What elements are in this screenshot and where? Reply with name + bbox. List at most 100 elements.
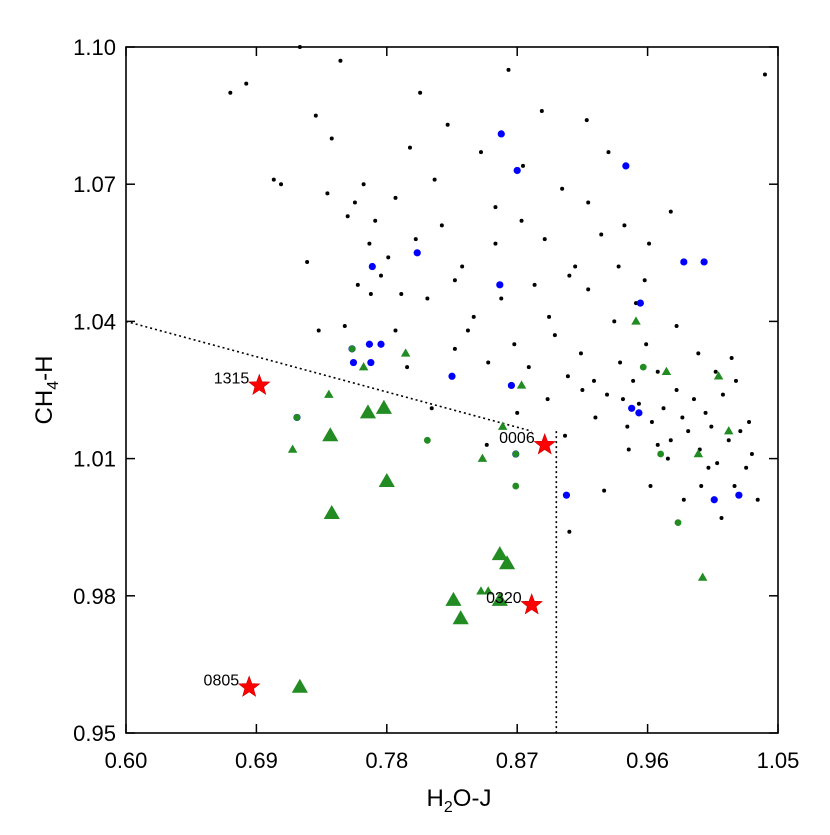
y-axis-title-subscript: 4 <box>45 381 62 390</box>
field-point <box>668 438 673 443</box>
green-triangle-small <box>287 444 298 453</box>
field-point <box>386 255 391 260</box>
field-point <box>573 264 578 269</box>
field-point <box>418 90 423 95</box>
field-point <box>713 369 718 374</box>
star-label: 0320 <box>486 590 522 607</box>
green-triangle-large <box>375 399 392 414</box>
field-point <box>733 378 738 383</box>
green-point <box>674 519 682 527</box>
green-point <box>639 363 647 371</box>
field-point <box>405 365 410 370</box>
x-tick-label: 0.96 <box>626 748 669 773</box>
star-label: 0805 <box>204 672 240 689</box>
field-point <box>674 388 679 392</box>
field-point <box>749 452 754 457</box>
field-point <box>493 241 498 246</box>
field-point <box>484 442 489 447</box>
field-point <box>567 273 572 278</box>
star-labels: 1315 0006 0320 0805 <box>204 370 535 689</box>
blue-point <box>497 130 505 138</box>
green-triangle-large <box>452 610 469 625</box>
x-tick-label: 0.60 <box>105 748 148 773</box>
y-tick-label: 1.07 <box>73 172 116 197</box>
field-point <box>625 424 630 429</box>
field-point <box>393 328 398 333</box>
blue-point <box>496 281 504 289</box>
field-point <box>305 259 310 264</box>
field-point <box>616 264 621 269</box>
field-point <box>515 410 520 415</box>
green-triangle-small <box>483 586 493 595</box>
blue-point <box>680 258 688 266</box>
field-point <box>620 397 625 402</box>
field-point <box>674 323 679 328</box>
field-point <box>593 415 598 420</box>
field-point <box>228 90 233 95</box>
field-point <box>373 218 378 223</box>
field-point <box>762 72 767 77</box>
field-point <box>719 516 724 521</box>
red-star <box>533 433 557 455</box>
field-point <box>493 205 498 210</box>
green-triangle-small <box>713 371 724 380</box>
field-point <box>338 58 343 63</box>
blue-point <box>735 491 743 499</box>
field-point <box>618 360 623 365</box>
field-point <box>355 282 360 287</box>
green-triangle-large <box>322 427 339 442</box>
field-point <box>552 333 557 338</box>
field-point <box>584 118 589 123</box>
field-point <box>520 163 525 168</box>
field-point <box>729 355 734 360</box>
field-point <box>709 424 714 429</box>
field-point <box>567 529 572 534</box>
field-point <box>715 461 720 466</box>
blue-point <box>562 491 571 499</box>
field-point <box>407 145 412 150</box>
field-point <box>452 278 457 283</box>
green-triangle-large <box>291 678 308 693</box>
blue-point <box>636 299 644 307</box>
field-point <box>565 374 570 379</box>
field-point <box>539 109 544 114</box>
field-point <box>680 415 685 420</box>
field-point <box>244 81 249 86</box>
green-point <box>512 482 520 490</box>
field-point <box>636 401 641 406</box>
field-point <box>439 223 444 228</box>
field-point <box>696 351 701 356</box>
field-point <box>460 264 465 269</box>
field-point <box>465 328 470 333</box>
field-point <box>661 406 666 411</box>
field-point <box>738 429 743 434</box>
field-point <box>512 342 517 347</box>
green-triangle-small <box>476 586 486 595</box>
blue-point <box>365 340 374 348</box>
field-point <box>622 223 627 228</box>
field-point <box>642 278 647 283</box>
field-point <box>703 410 708 415</box>
field-point <box>720 392 725 397</box>
field-point <box>631 378 636 383</box>
green-triangle-small <box>723 426 734 435</box>
field-point <box>706 465 711 470</box>
field-point <box>345 214 350 219</box>
field-point <box>647 241 652 246</box>
field-point <box>644 342 649 347</box>
y-tick-label: 1.04 <box>73 309 116 334</box>
field-point <box>342 323 347 328</box>
field-point <box>545 397 550 402</box>
field-point <box>586 287 591 292</box>
field-point <box>691 397 696 402</box>
y-tick-label: 0.95 <box>73 721 116 746</box>
field-point <box>668 209 673 214</box>
green-triangle-small <box>324 389 334 398</box>
field-point <box>606 150 611 155</box>
field-point <box>499 296 504 301</box>
green-triangle-large <box>491 546 508 561</box>
field-point <box>367 241 372 246</box>
x-tick-label: 1.05 <box>757 748 800 773</box>
blue-point <box>377 340 385 348</box>
